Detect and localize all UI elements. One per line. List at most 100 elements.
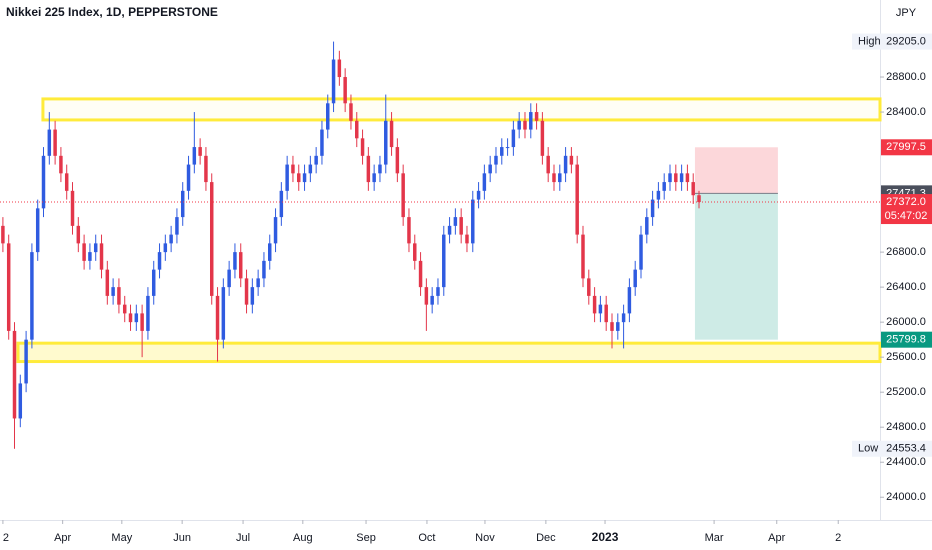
candle-body [53,129,57,156]
candle-body [221,287,226,340]
candle-body [413,243,417,261]
candle-body [6,243,11,331]
candle-body [70,190,75,226]
candle-body [64,173,69,191]
target-label: 25799.8 [886,334,926,346]
candle-body [616,322,620,331]
candle-body [128,313,133,323]
candle-body [505,147,510,149]
candle-body [447,225,452,235]
candle-body [540,120,545,156]
candle-body [192,147,197,165]
candle-body [517,120,521,130]
candle-body [244,278,249,305]
candle-body [645,217,649,235]
candle-body [523,120,527,130]
plot [0,41,882,449]
target-badge [881,331,932,348]
candle-body [134,313,139,323]
candle-body [18,383,23,419]
low-marker-badge [852,440,932,457]
stop-badge [881,139,932,156]
candle-body [424,287,429,305]
countdown-label: 05:47:02 [885,210,928,222]
x-tick-label: Apr [54,532,71,544]
candle-body [76,225,81,244]
candle-body [534,112,539,121]
candle-body [151,269,156,296]
low-marker-value: 24553.4 [886,443,926,455]
candle-body [529,112,533,130]
x-tick-label: Apr [768,532,785,544]
candle-body [384,120,388,165]
candle-body [326,103,330,130]
candle-body [105,269,110,296]
currency: JPY [896,7,917,19]
y-tick-label: 24800.0 [886,421,926,433]
y-tick-label: 26400.0 [886,281,926,293]
candle-body [233,252,237,270]
x-tick-label: Jul [236,532,250,544]
x-tick-label: Oct [418,532,435,544]
candle-body [552,173,556,183]
candle-body [656,190,661,200]
y-tick-label: 26800.0 [886,246,926,258]
candle-body [569,155,574,165]
candle-body [256,278,260,288]
candle-body [99,243,104,270]
candle-body [35,208,40,253]
y-tick-label: 26000.0 [886,316,926,328]
x-tick-label: Nov [475,532,495,544]
candle-body [430,295,434,305]
stop-zone [694,147,778,194]
candle-body [314,155,318,165]
candle-body [685,173,690,183]
candle-body [157,252,162,270]
high-marker-badge [852,33,932,50]
candle-body [320,129,324,156]
candle-body [511,129,516,148]
target-zone [694,193,778,340]
candle-body [59,155,63,174]
candle-body [442,234,446,288]
candle-body [500,147,504,156]
candle-body [453,217,458,226]
candle-body [279,190,284,218]
y-tick-label: 28800.0 [886,71,926,83]
y-tick-label: 24400.0 [886,456,926,468]
candle-body [24,339,28,384]
chart-title: Nikkei 225 Index, 1D, PEPPERSTONE [6,5,218,19]
candle-body [418,260,423,288]
candle-body [389,120,394,148]
candle-body [691,182,695,196]
x-tick-label: Mar [705,532,724,544]
x-tick-label: Jun [173,532,191,544]
candle-body [186,164,191,191]
candle-body [627,287,632,314]
candle-body [355,120,359,139]
candle-body [250,287,255,305]
candle-body [349,103,353,121]
candle-body [679,173,684,183]
x-tick-label: Sep [356,532,376,544]
candle-body [209,182,214,296]
y-tick-label: 28400.0 [886,106,926,118]
candle-body [633,269,637,288]
candle-body [146,295,150,331]
candle-body [238,252,243,279]
candle-body [111,287,115,296]
candle-body [331,59,336,104]
candle-body [343,77,347,104]
candle-body [668,173,672,183]
candle-body [82,243,86,261]
support-resistance-zone [16,341,882,364]
x-tick-label: 2 [835,532,841,544]
candle-body [662,182,666,191]
y-tick-label: 24000.0 [886,491,926,503]
candle-body [488,164,492,174]
candle-body [546,155,550,174]
candle-body [575,164,579,235]
candle-body [697,195,701,203]
